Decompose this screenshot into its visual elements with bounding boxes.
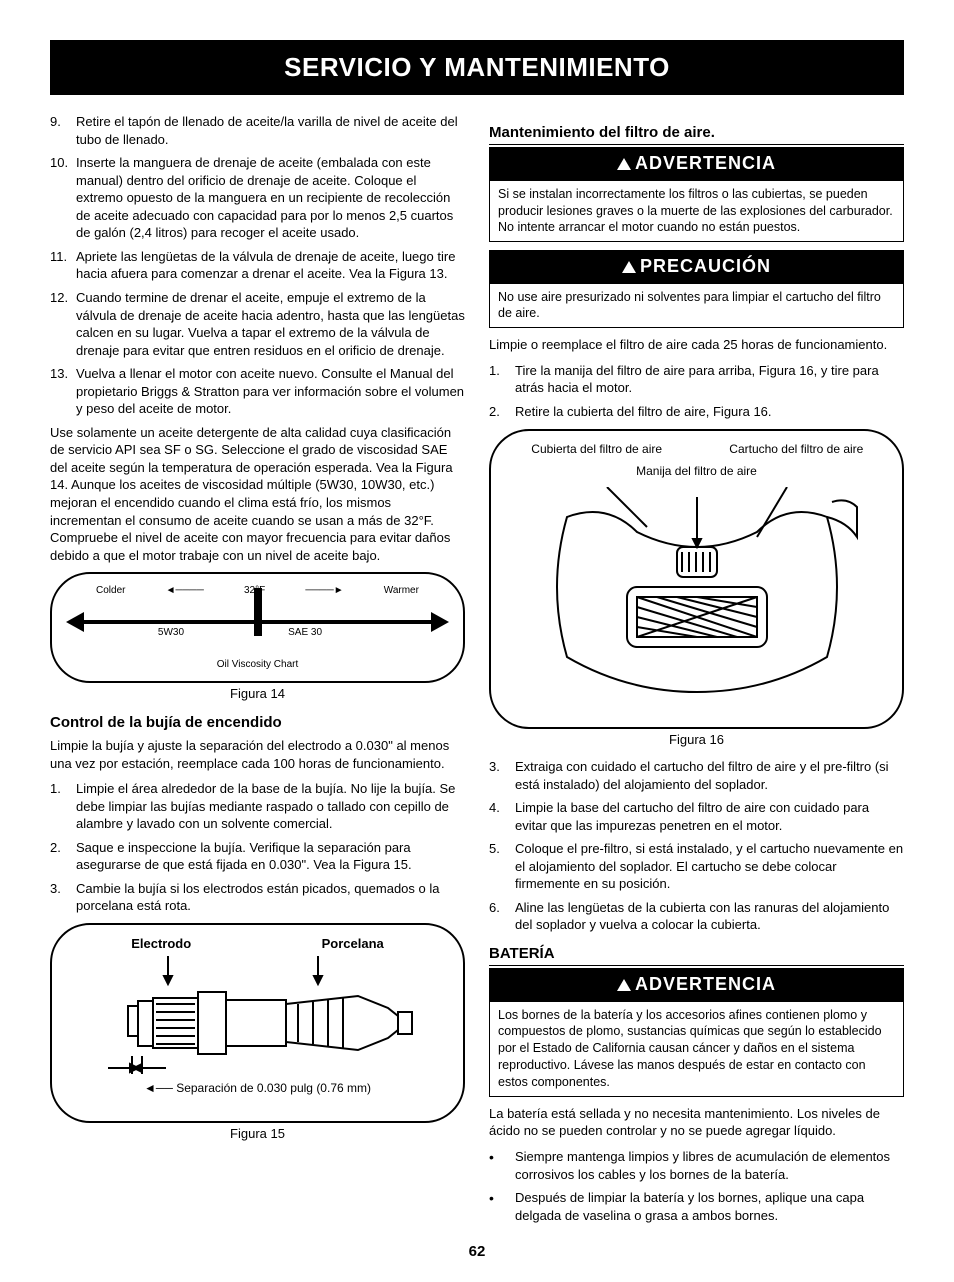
fig14-5w30: 5W30 — [158, 626, 184, 640]
list-item: 10.Inserte la manguera de drenaje de ace… — [50, 154, 465, 242]
fig14-colder: Colder — [96, 584, 125, 598]
list-item: 5.Coloque el pre-filtro, si está instala… — [489, 840, 904, 893]
fig14-sae30: SAE 30 — [288, 626, 322, 640]
figure-15-box: Electrodo Porcelana — [50, 923, 465, 1123]
advertencia-bar-2: ADVERTENCIA — [489, 968, 904, 1000]
figure-14-box: Colder ◄──── 32°F ────► Warmer 5W30 SAE … — [50, 572, 465, 683]
advertencia-bar-1: ADVERTENCIA — [489, 147, 904, 179]
battery-heading: BATERÍA — [489, 944, 904, 966]
fig15-gap-text: ◄── Separación de 0.030 pulg (0.76 mm) — [66, 1080, 449, 1096]
list-item: 1.Limpie el área alrededor de la base de… — [50, 780, 465, 833]
list-item: Siempre mantenga limpios y libres de acu… — [489, 1148, 904, 1183]
list-item: 12.Cuando termine de drenar el aceite, e… — [50, 289, 465, 359]
fig16-handle-label: Manija del filtro de aire — [505, 463, 888, 479]
precaucion-box: No use aire presurizado ni solventes par… — [489, 283, 904, 329]
list-item: 2.Saque e inspeccione la bujía. Verifiqu… — [50, 839, 465, 874]
figure-15-caption: Figura 15 — [50, 1125, 465, 1143]
right-column: Mantenimiento del filtro de aire. ADVERT… — [489, 113, 904, 1230]
precaucion-bar: PRECAUCIÓN — [489, 250, 904, 282]
spark-heading: Control de la bujía de encendido — [50, 713, 465, 733]
oil-steps-list: 9.Retire el tapón de llenado de aceite/l… — [50, 113, 465, 418]
battery-intro: La batería está sellada y no necesita ma… — [489, 1105, 904, 1140]
figure-16-caption: Figura 16 — [489, 731, 904, 749]
page-number: 62 — [50, 1242, 904, 1262]
fig16-cartridge-label: Cartucho del filtro de aire — [715, 441, 878, 457]
figure-14-caption: Figura 14 — [50, 685, 465, 703]
advertencia-box-1: Si se instalan incorrectamente los filtr… — [489, 180, 904, 243]
list-item: 1.Tire la manija del filtro de aire para… — [489, 362, 904, 397]
list-item: 2.Retire la cubierta del filtro de aire,… — [489, 403, 904, 421]
air-steps-b: 3.Extraiga con cuidado el cartucho del f… — [489, 758, 904, 934]
list-item: 4.Limpie la base del cartucho del filtro… — [489, 799, 904, 834]
advertencia-box-2: Los bornes de la batería y los accesorio… — [489, 1001, 904, 1097]
fig16-cover-label: Cubierta del filtro de aire — [515, 441, 678, 457]
spark-steps-list: 1.Limpie el área alrededor de la base de… — [50, 780, 465, 915]
list-item: 9.Retire el tapón de llenado de aceite/l… — [50, 113, 465, 148]
fig15-porcelain-label: Porcelana — [322, 935, 384, 953]
figure-16-box: Cubierta del filtro de aire Cartucho del… — [489, 429, 904, 729]
air-steps-a: 1.Tire la manija del filtro de aire para… — [489, 362, 904, 421]
fig15-electrode-label: Electrodo — [131, 935, 191, 953]
list-item: 11.Apriete las lengüetas de la válvula d… — [50, 248, 465, 283]
spark-intro: Limpie la bujía y ajuste la separación d… — [50, 737, 465, 772]
battery-bullets: Siempre mantenga limpios y libres de acu… — [489, 1148, 904, 1224]
fig14-warmer: Warmer — [384, 584, 419, 598]
air-intro: Limpie o reemplace el filtro de aire cad… — [489, 336, 904, 354]
air-filter-heading: Mantenimiento del filtro de aire. — [489, 123, 904, 145]
list-item: 3.Cambie la bujía si los electrodos está… — [50, 880, 465, 915]
fig14-chart-label: Oil Viscosity Chart — [66, 658, 449, 672]
list-item: Después de limpiar la batería y los born… — [489, 1189, 904, 1224]
list-item: 6.Aline las lengüetas de la cubierta con… — [489, 899, 904, 934]
list-item: 13.Vuelva a llenar el motor con aceite n… — [50, 365, 465, 418]
oil-paragraph: Use solamente un aceite detergente de al… — [50, 424, 465, 564]
list-item: 3.Extraiga con cuidado el cartucho del f… — [489, 758, 904, 793]
left-column: 9.Retire el tapón de llenado de aceite/l… — [50, 113, 465, 1230]
page-banner: SERVICIO Y MANTENIMIENTO — [50, 40, 904, 95]
